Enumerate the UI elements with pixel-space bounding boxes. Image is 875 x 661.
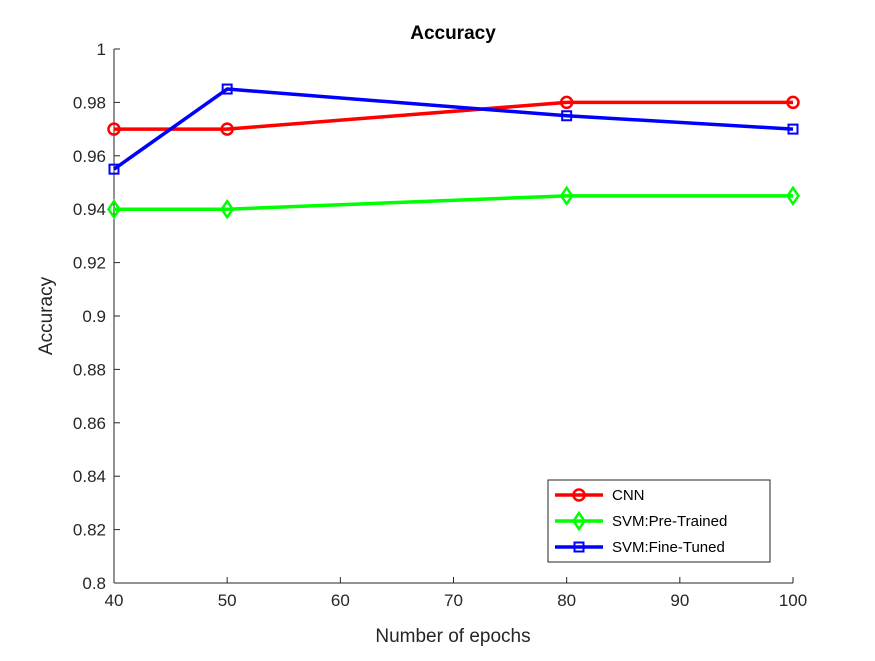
x-tick-label: 70 [444, 591, 463, 610]
legend-item-cnn: CNN [555, 487, 645, 504]
y-tick-label: 1 [97, 40, 106, 59]
data-point-cnn [107, 122, 121, 136]
y-tick-label: 0.96 [73, 147, 106, 166]
legend-marker [573, 541, 585, 553]
y-tick-label: 0.84 [73, 467, 106, 486]
y-axis-title: Accuracy [36, 276, 57, 355]
legend-label: SVM:Pre-Trained [612, 513, 727, 530]
y-tick-label: 0.86 [73, 414, 106, 433]
legend-item-svm-pre-trained: SVM:Pre-Trained [555, 510, 727, 532]
axes: 40 50 60 70 80 90 100 0.8 0.82 0.84 0.86 0.88 0.9 0.9… [73, 40, 807, 610]
series-svm-fine-tuned [108, 83, 799, 175]
data-point-cnn [786, 95, 800, 110]
y-tick-label: 0.8 [82, 574, 106, 593]
data-point-cnn [220, 122, 234, 136]
data-point-svm-pre-trained [785, 185, 801, 207]
y-tick-label: 0.9 [82, 307, 106, 326]
y-tick-label: 0.92 [73, 254, 106, 273]
data-point-svm-pre-trained [106, 198, 122, 220]
data-point-cnn [559, 95, 574, 110]
series-line-svm-pre-trained [114, 194, 793, 211]
series-line-svm-fine-tuned [112, 87, 794, 171]
legend-label: CNN [612, 487, 645, 504]
data-point-svm-fine-tuned [221, 83, 233, 95]
data-point-svm-fine-tuned [561, 110, 573, 122]
y-tick-label: 0.88 [73, 360, 106, 379]
x-tick-label: 40 [105, 591, 124, 610]
legend-marker [572, 488, 586, 502]
data-point-svm-fine-tuned [108, 163, 120, 175]
y-tick-label: 0.98 [73, 93, 106, 112]
y-tick-label: 0.94 [73, 200, 106, 219]
legend-marker [571, 510, 587, 532]
x-tick-label: 60 [331, 591, 350, 610]
series-svm-pre-trained [106, 185, 801, 220]
legend: CNN SVM:Pre-Trained SVM:Fine-Tuned [547, 479, 771, 563]
x-tick-label: 80 [557, 591, 576, 610]
series-layer [106, 83, 801, 220]
x-tick-label: 90 [670, 591, 689, 610]
legend-item-svm-fine-tuned: SVM:Fine-Tuned [555, 539, 725, 556]
x-axis-title: Number of epochs [375, 626, 530, 647]
y-tick-label: 0.82 [73, 521, 106, 540]
data-point-svm-fine-tuned [787, 123, 799, 135]
legend-label: SVM:Fine-Tuned [612, 539, 725, 556]
x-tick-label: 100 [779, 591, 807, 610]
x-tick-label: 50 [218, 591, 237, 610]
chart-title: Accuracy [410, 23, 496, 44]
data-point-svm-pre-trained [220, 198, 235, 220]
data-point-svm-pre-trained [559, 185, 574, 207]
